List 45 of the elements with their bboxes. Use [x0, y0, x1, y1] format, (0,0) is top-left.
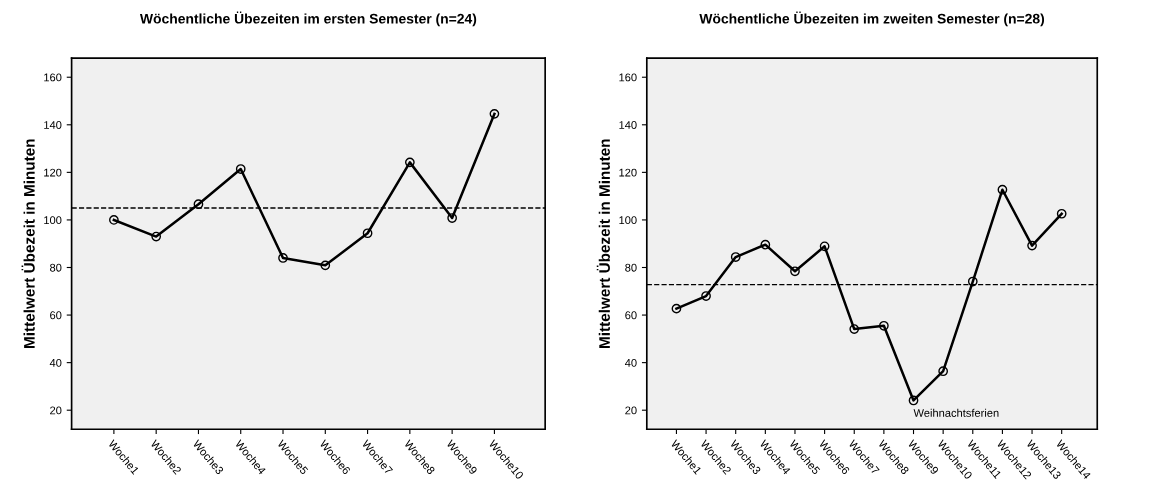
- point: [701, 291, 711, 301]
- point: [362, 228, 373, 239]
- point: [109, 215, 119, 225]
- point: [819, 241, 830, 252]
- y-tick-label: 160: [44, 73, 62, 82]
- point: [671, 303, 682, 314]
- point: [447, 213, 458, 223]
- point: [193, 199, 204, 210]
- point: [730, 252, 741, 262]
- chart-title: Wöchentliche Übezeiten im ersten Semester (n=24): [139, 11, 477, 27]
- point: [760, 239, 771, 250]
- point: [278, 253, 288, 263]
- y-tick-label: 60: [625, 311, 637, 320]
- chart-title: Wöchentliche Übezeiten im zweiten Semester (n=28): [699, 11, 1045, 27]
- point: [404, 157, 415, 168]
- y-tick-label: 80: [625, 263, 637, 272]
- point: [938, 366, 949, 377]
- y-tick-label: 120: [44, 168, 62, 177]
- y-tick-label: 60: [50, 311, 62, 320]
- y-tick-label: 40: [49, 358, 62, 367]
- y-tick-label: 140: [619, 121, 637, 129]
- y-tick-label: 100: [619, 216, 637, 225]
- point: [879, 320, 889, 331]
- y-tick-label: 140: [44, 121, 62, 129]
- y-tick-label: 20: [50, 406, 62, 415]
- y-tick-label: 120: [619, 168, 637, 177]
- y-tick-label: 20: [625, 406, 637, 415]
- point: [489, 108, 500, 119]
- point: [1027, 240, 1037, 251]
- point: [1056, 208, 1067, 219]
- point: [908, 395, 919, 406]
- y-axis-title: Mittelwert Übezeit in Minuten: [596, 139, 610, 348]
- y-tick-label: 40: [624, 358, 637, 367]
- annotation: Weihnachtsferien: [913, 408, 999, 417]
- y-tick-label: 80: [50, 263, 62, 272]
- point: [790, 266, 800, 277]
- y-axis-title: Mittelwert Übezeit in Minuten: [21, 139, 35, 348]
- point: [997, 184, 1008, 195]
- point: [967, 276, 978, 287]
- point: [320, 260, 331, 271]
- point: [849, 324, 860, 334]
- point: [151, 231, 162, 242]
- point: [235, 164, 246, 174]
- y-tick-label: 160: [619, 73, 637, 82]
- y-tick-label: 100: [44, 216, 62, 225]
